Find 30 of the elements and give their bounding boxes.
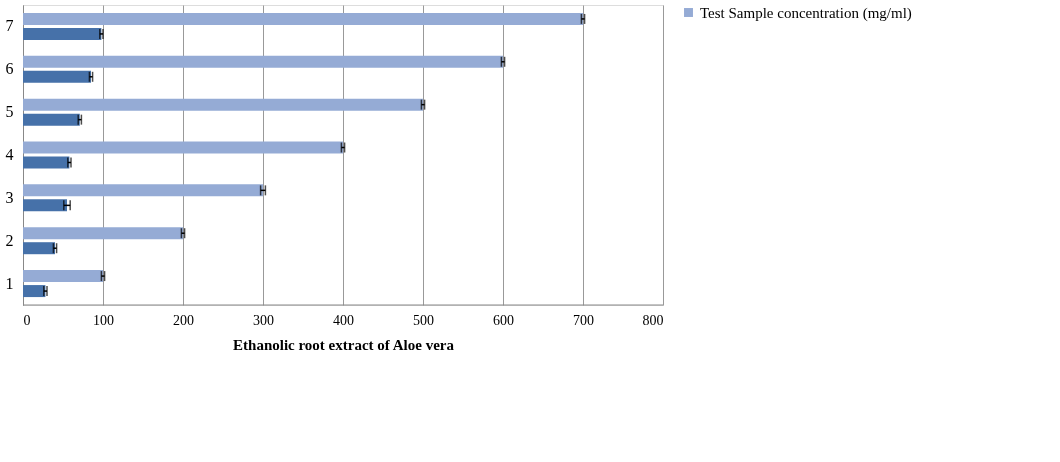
x-tick-label: 0 <box>23 312 31 328</box>
y-tick-label: 2 <box>5 231 14 249</box>
y-tick-label: 4 <box>5 146 14 163</box>
bar <box>23 27 102 40</box>
bar <box>23 113 80 126</box>
x-tick-label: 500 <box>413 312 434 328</box>
y-tick-label: 3 <box>5 188 14 206</box>
y-tick-label: 6 <box>5 60 14 78</box>
x-axis-title: Ethanolic root extract of Aloe vera <box>233 336 455 353</box>
bar <box>23 242 55 255</box>
x-tick-label: 100 <box>93 312 114 328</box>
x-tick-label: 200 <box>173 312 194 328</box>
y-tick-label: 1 <box>5 274 14 292</box>
x-tick-label: 400 <box>333 312 354 328</box>
x-tick-label: 300 <box>253 312 274 328</box>
y-tick-label: 5 <box>5 103 14 121</box>
bar <box>23 285 46 298</box>
bar <box>23 227 183 240</box>
bar <box>23 12 583 25</box>
bar <box>23 270 103 283</box>
legend-label: Test Sample concentration (mg/ml) <box>700 4 912 22</box>
x-tick-label: 700 <box>573 312 594 328</box>
bar <box>23 70 91 83</box>
bar <box>23 156 70 169</box>
x-tick-label: 600 <box>493 312 514 328</box>
x-tick-label: 800 <box>642 312 664 328</box>
y-tick-label: 7 <box>5 17 14 35</box>
bar <box>23 141 343 154</box>
bar <box>23 55 503 68</box>
bar <box>23 98 423 111</box>
